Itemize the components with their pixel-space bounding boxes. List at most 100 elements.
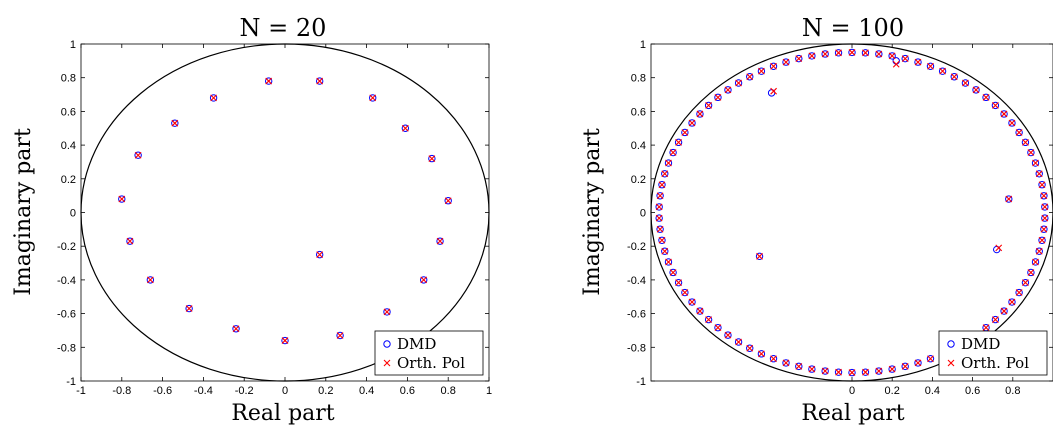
x-axis-label: Real part: [801, 401, 904, 426]
orth-pol-marker: [982, 324, 990, 332]
dmd-marker: [724, 331, 732, 339]
x-tick-label: 0.4: [359, 385, 374, 397]
orth-pol-marker: [1027, 149, 1035, 156]
dmd-marker: [769, 355, 778, 363]
y-tick-label: 0: [70, 208, 76, 220]
dmd-marker: [1041, 214, 1049, 222]
orth-pol-marker: [795, 55, 803, 63]
orth-pol-marker: [1015, 289, 1023, 296]
y-tick-label: -0.8: [627, 342, 646, 354]
orth-pol-marker: [758, 350, 765, 358]
orth-pol-marker: [848, 49, 856, 56]
orth-pol-marker: [758, 67, 765, 75]
dmd-marker: [861, 49, 870, 57]
plot-n100: N = 100 Imaginary part Real part -1 -0.8 -…: [580, 14, 1053, 426]
dmd-marker: [171, 119, 179, 127]
orth-pol-marker: [1000, 307, 1008, 315]
dmd-marker: [848, 368, 856, 377]
orth-pol-marker: [1022, 138, 1029, 146]
dmd-marker: [669, 268, 677, 277]
y-tick-label: 1: [70, 39, 76, 51]
orth-pol-marker: [661, 247, 669, 255]
orth-pol-marker: [146, 276, 154, 284]
dmd-marker: [688, 298, 696, 306]
dmd-marker: [674, 278, 683, 287]
orth-pol-marker: [316, 77, 324, 85]
orth-pol-marker: [134, 151, 142, 159]
dmd-marker: [696, 307, 704, 315]
orth-pol-marker: [658, 181, 666, 189]
dmd-marker: [821, 50, 829, 58]
orth-pol-marker: [995, 244, 1003, 252]
dmd-marker: [681, 288, 689, 297]
dmd-marker: [757, 67, 766, 75]
dmd-marker: [875, 50, 883, 58]
y-tick-label: 0.4: [61, 140, 76, 152]
dmd-marker: [655, 203, 663, 211]
orth-pol-marker: [724, 331, 732, 339]
orth-pol-marker: [1015, 129, 1023, 136]
orth-pol-marker: [1035, 247, 1043, 255]
y-tick-label: -1: [66, 376, 76, 388]
dmd-marker: [1015, 288, 1023, 297]
dmd-marker: [369, 94, 377, 102]
x-tick-label: 0: [849, 385, 855, 397]
y-tick-label: 0.6: [61, 106, 76, 118]
y-tick-label: -0.6: [57, 309, 76, 321]
y-tick-label: 0.8: [61, 73, 76, 85]
x-axis-label: Real part: [231, 401, 334, 426]
dmd-marker: [1021, 278, 1030, 287]
orth-pol-marker: [1041, 203, 1049, 211]
orth-pol-marker: [681, 289, 689, 296]
y-tick-label: 1: [640, 39, 646, 51]
dmd-marker: [848, 48, 856, 57]
dmd-marker: [436, 237, 444, 245]
x-tick-label: 0.2: [885, 385, 900, 397]
dmd-marker: [118, 195, 126, 203]
orth-pol-marker: [735, 338, 742, 346]
dmd-marker: [1027, 148, 1035, 157]
orth-pol-marker: [1038, 236, 1046, 244]
dmd-marker: [1031, 258, 1040, 266]
orth-pol-marker: [688, 119, 696, 127]
legend-label: DMD: [961, 335, 1000, 353]
chart-title: N = 100: [802, 14, 904, 42]
orth-pol-marker: [656, 225, 664, 233]
dmd-marker: [661, 247, 669, 255]
orth-pol-marker: [232, 325, 240, 333]
orth-pol-marker: [655, 214, 663, 222]
orth-pol-marker: [972, 86, 980, 94]
dmd-marker: [1038, 236, 1046, 244]
orth-pol-marker: [756, 252, 763, 260]
dmd-marker: [444, 197, 452, 205]
orth-pol-marker: [383, 308, 391, 316]
orth-pol-marker: [888, 365, 896, 373]
x-tick-label: -0.6: [153, 385, 172, 397]
dmd-marker: [755, 252, 764, 261]
orth-pol-marker: [782, 58, 790, 66]
orth-pol-marker: [401, 124, 409, 132]
dmd-marker: [674, 138, 683, 147]
dmd-marker: [688, 119, 696, 127]
orth-pol-marker: [892, 60, 900, 68]
dmd-marker: [861, 368, 870, 376]
orth-pol-marker: [982, 93, 990, 101]
dmd-marker: [146, 276, 155, 284]
orth-pol-marker: [1038, 181, 1046, 189]
dmd-marker: [972, 86, 980, 94]
orth-pol-marker: [696, 307, 704, 315]
orth-pol-marker: [782, 359, 790, 367]
y-tick-label: -0.2: [57, 241, 76, 253]
x-tick-label: 1: [486, 385, 492, 397]
dmd-marker: [769, 62, 778, 70]
orth-pol-marker: [939, 67, 946, 75]
orth-pol-marker: [1022, 279, 1029, 287]
x-tick-label: -0.4: [194, 385, 213, 397]
dmd-marker: [696, 110, 704, 118]
dmd-marker: [734, 338, 743, 346]
y-tick-label: 0.2: [631, 174, 646, 186]
legend-orth-icon: [947, 359, 955, 367]
orth-pol-marker: [962, 79, 969, 87]
legend-label: Orth. Pol: [961, 354, 1029, 372]
